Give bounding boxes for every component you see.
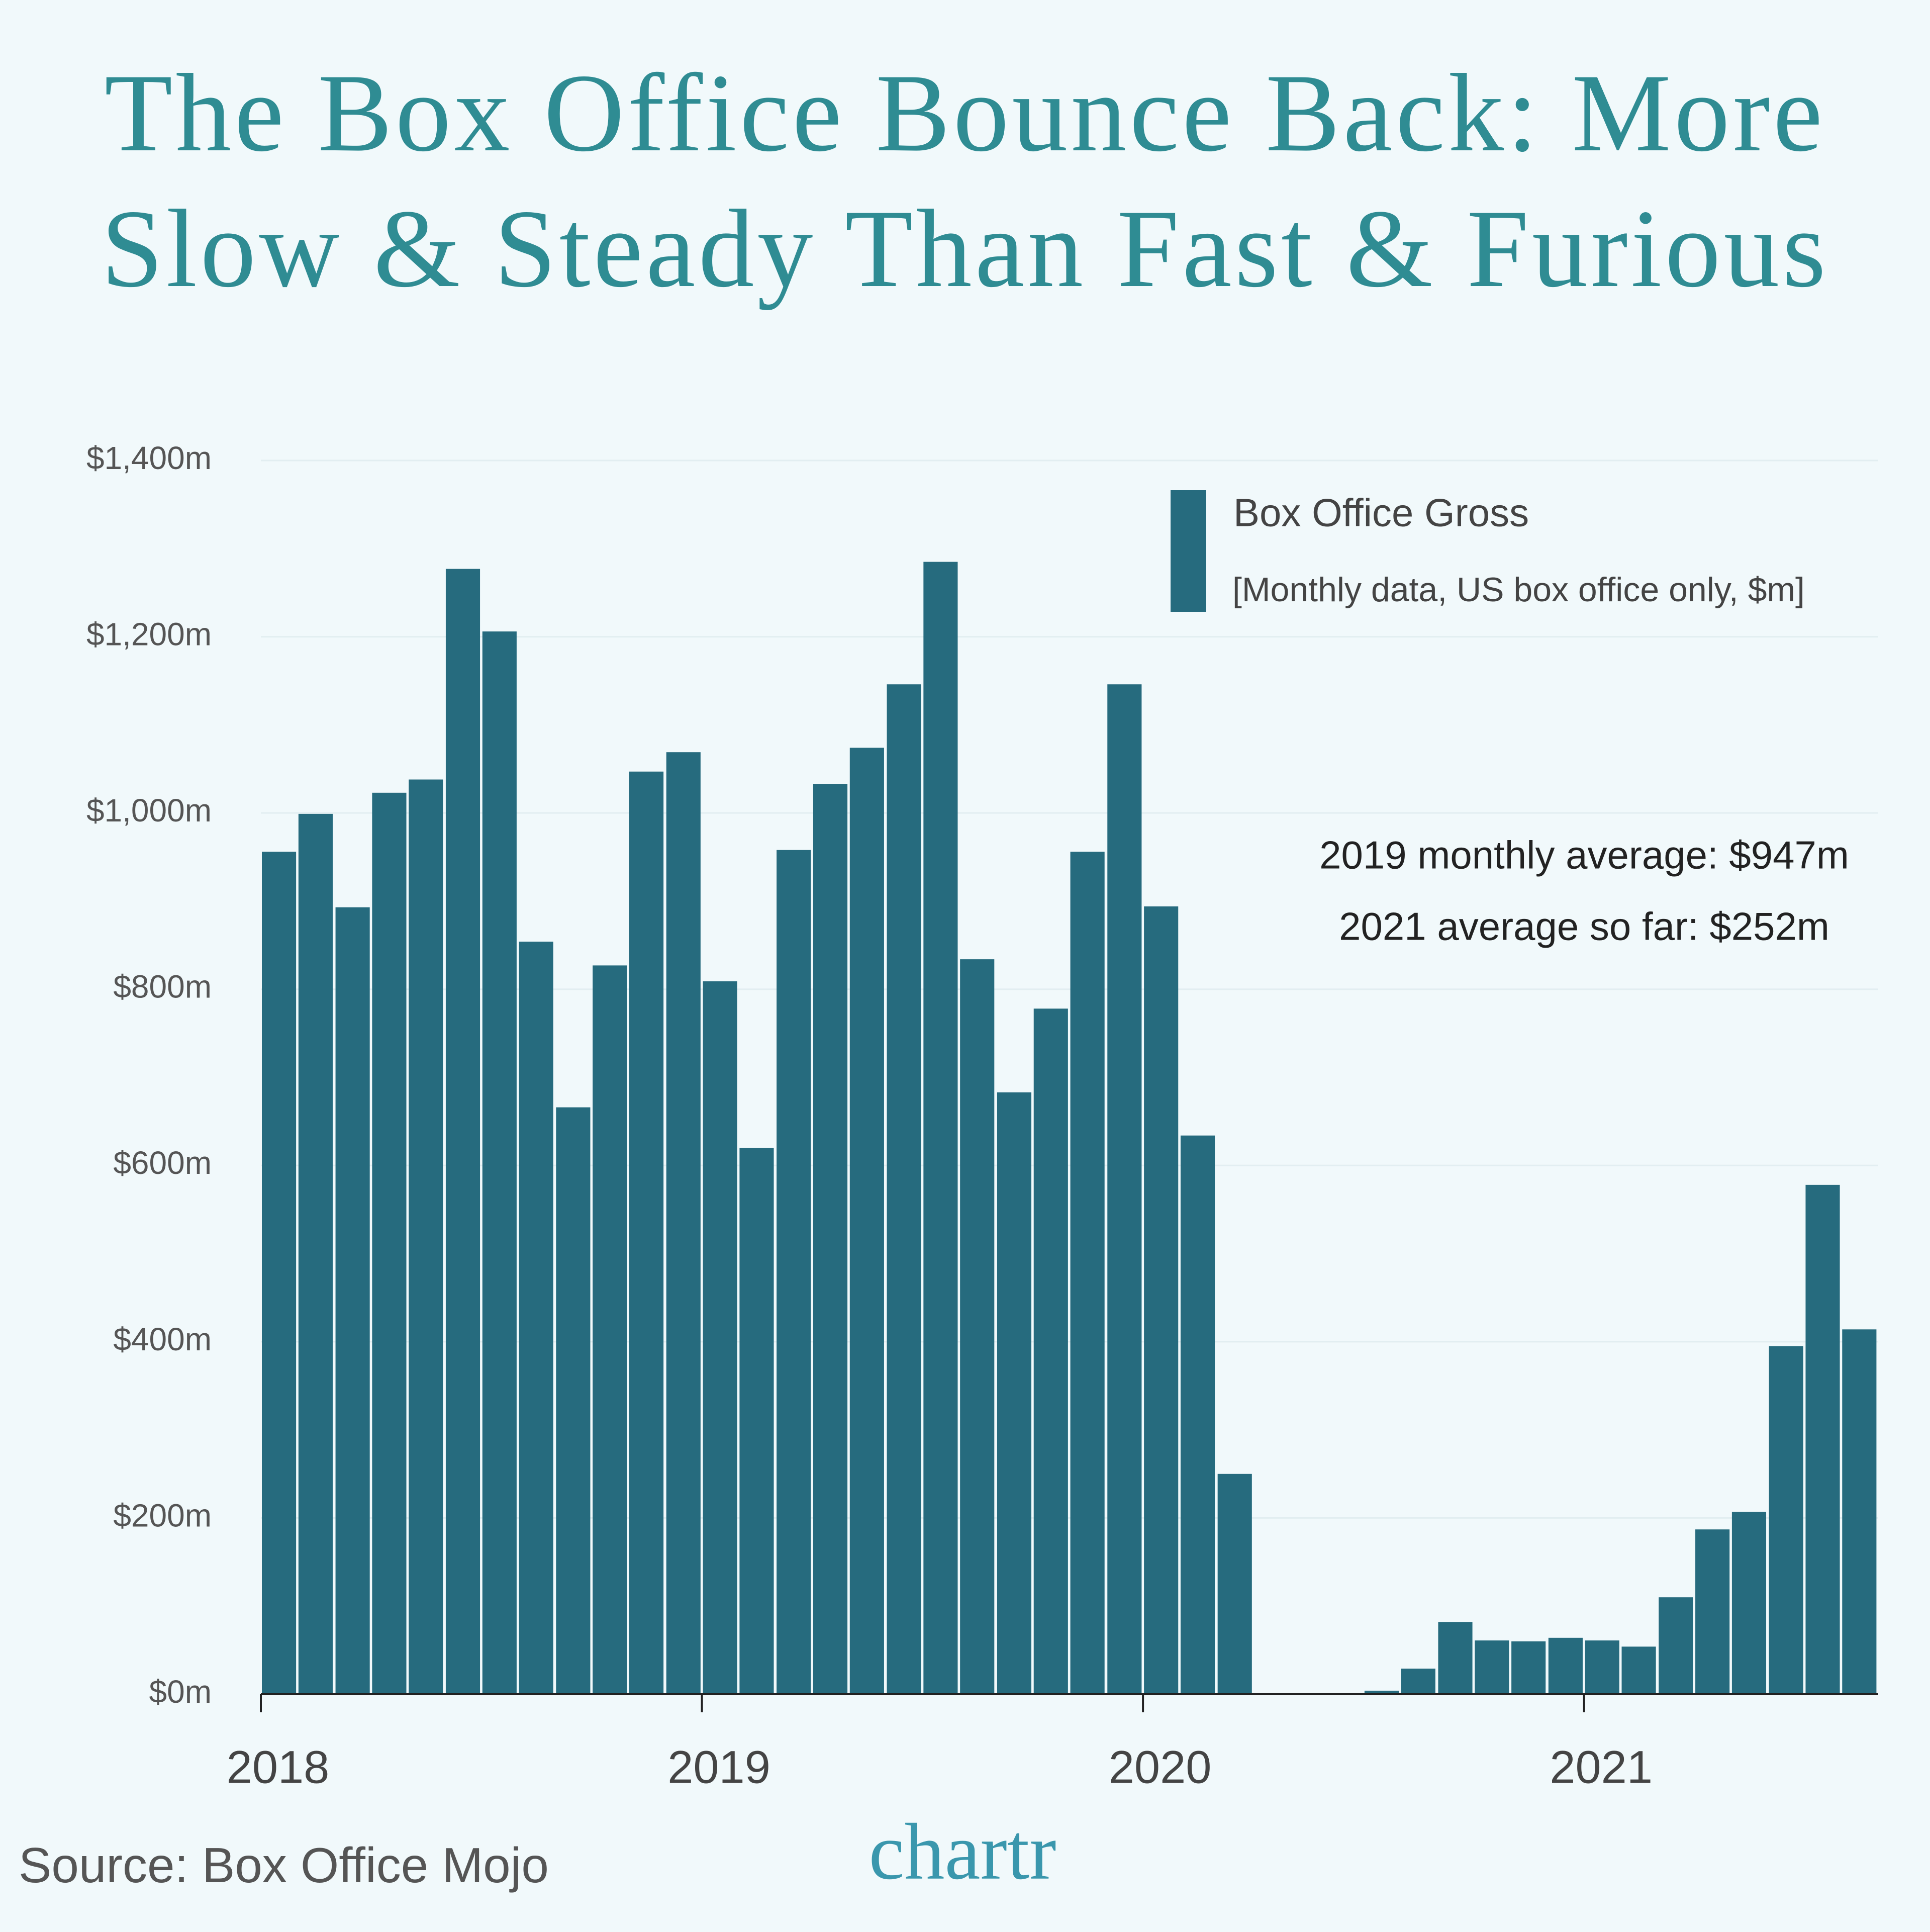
- brand-logo: chartr: [868, 1807, 1056, 1896]
- bar: [960, 959, 995, 1694]
- bar: [1585, 1640, 1619, 1694]
- legend-label: Box Office Gross: [1233, 491, 1529, 535]
- bar: [1769, 1346, 1803, 1694]
- bar: [262, 852, 297, 1694]
- bar: [445, 569, 480, 1694]
- bar: [923, 562, 958, 1694]
- x-tick-label: 2021: [1550, 1741, 1653, 1793]
- bar: [556, 1107, 591, 1694]
- source: Source: Box Office Mojo: [19, 1837, 549, 1893]
- bar: [629, 771, 664, 1694]
- bar: [1070, 852, 1105, 1694]
- bar: [703, 981, 737, 1694]
- x-tick-label: 2018: [227, 1741, 330, 1793]
- bar: [1475, 1640, 1509, 1694]
- bar: [1659, 1597, 1693, 1694]
- bar: [593, 965, 627, 1694]
- y-tick-label: $600m: [113, 1145, 212, 1181]
- bar: [1731, 1512, 1767, 1694]
- annotation: 2019 monthly average: $947m: [1319, 833, 1849, 877]
- bar: [372, 792, 407, 1694]
- x-tick-label: 2020: [1109, 1741, 1212, 1793]
- bar: [1107, 684, 1142, 1694]
- bar: [1805, 1184, 1840, 1694]
- bar: [1695, 1529, 1730, 1694]
- bar: [409, 779, 443, 1694]
- bar: [298, 813, 333, 1694]
- y-tick-label: $1,200m: [86, 616, 212, 652]
- legend-subtitle: [Monthly data, US box office only, $m]: [1232, 571, 1805, 609]
- y-tick-label: $800m: [113, 969, 212, 1005]
- y-tick-label: $0m: [149, 1674, 212, 1710]
- bar: [849, 748, 884, 1694]
- bar: [1401, 1669, 1435, 1694]
- bar: [1511, 1641, 1546, 1694]
- bar: [997, 1092, 1032, 1694]
- chart-title: The Box Office Bounce Back: More Slow & …: [101, 51, 1829, 311]
- bar: [335, 907, 370, 1694]
- bar: [813, 784, 848, 1694]
- bar: [1438, 1622, 1473, 1694]
- bar: [1621, 1646, 1656, 1694]
- bar: [1842, 1329, 1877, 1694]
- bar: [482, 631, 517, 1695]
- x-tick-label: 2019: [667, 1741, 770, 1793]
- bar: [1033, 1008, 1068, 1694]
- bar: [1217, 1474, 1252, 1694]
- bar: [887, 684, 921, 1694]
- bar: [739, 1148, 774, 1694]
- legend-swatch: [1171, 490, 1206, 612]
- y-tick-label: $1,000m: [86, 792, 212, 829]
- bar: [666, 752, 701, 1694]
- y-tick-label: $200m: [113, 1497, 212, 1533]
- y-tick-label: $1,400m: [86, 440, 212, 476]
- bar: [519, 942, 553, 1694]
- bar: [777, 850, 811, 1694]
- bar: [1364, 1690, 1399, 1694]
- annotation: 2021 average so far: $252m: [1339, 904, 1829, 949]
- bar: [1144, 906, 1179, 1694]
- bar: [1548, 1637, 1583, 1694]
- bar: [1180, 1135, 1215, 1694]
- y-tick-label: $400m: [113, 1321, 212, 1357]
